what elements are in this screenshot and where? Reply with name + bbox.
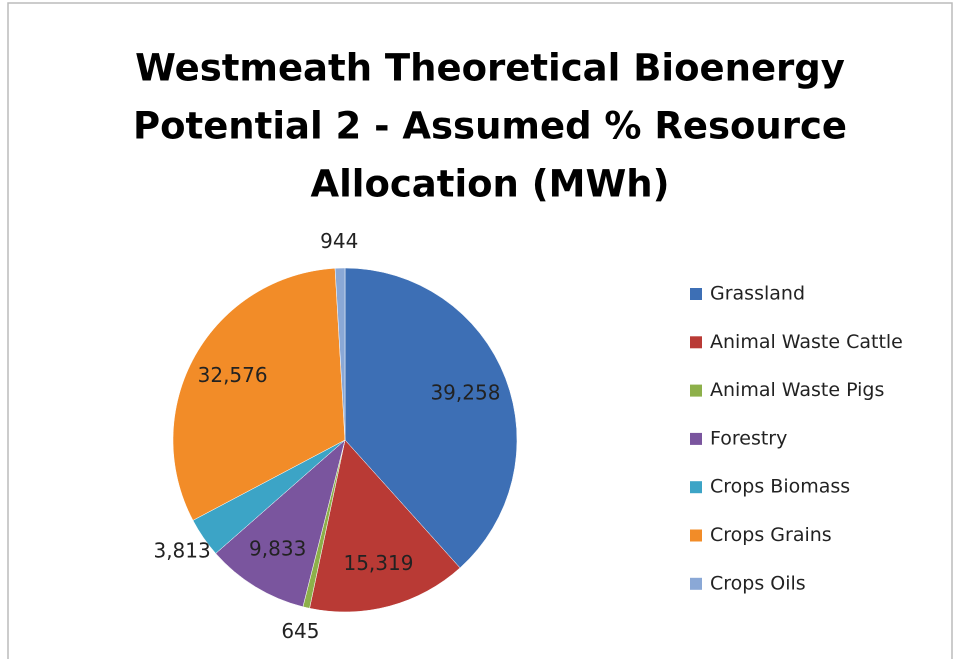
legend-label: Crops Grains [710, 524, 832, 546]
pie-slice [172, 268, 346, 521]
legend-label: Crops Oils [710, 572, 806, 594]
data-label: 32,576 [198, 363, 268, 387]
legend-swatch [690, 384, 702, 397]
legend-label: Grassland [710, 283, 805, 305]
pie-slice [309, 439, 461, 613]
data-label: 15,319 [343, 551, 413, 575]
legend-swatch [690, 529, 702, 542]
legend-swatch [690, 481, 702, 494]
chart-title: Allocation (MWh) [310, 163, 669, 206]
pie-slice [334, 267, 346, 441]
chart-title: Westmeath Theoretical Bioenergy [135, 47, 845, 90]
pie-slice [344, 267, 518, 569]
legend-label: Animal Waste Pigs [710, 379, 884, 401]
chart-title: Potential 2 - Assumed % Resource [133, 105, 847, 148]
chart-frame [7, 2, 953, 659]
legend-label: Crops Biomass [710, 476, 850, 498]
legend-label: Forestry [710, 427, 787, 449]
pie-slice [215, 439, 346, 608]
legend-label: Animal Waste Cattle [710, 331, 903, 353]
legend-swatch [690, 288, 702, 300]
data-label: 39,258 [430, 380, 500, 404]
legend-swatch [690, 336, 702, 349]
data-label: 944 [320, 229, 358, 253]
data-label: 645 [281, 619, 319, 643]
data-label: 3,813 [153, 539, 210, 563]
legend-swatch [690, 577, 702, 590]
data-label: 9,833 [249, 537, 306, 561]
legend-swatch [690, 432, 702, 445]
